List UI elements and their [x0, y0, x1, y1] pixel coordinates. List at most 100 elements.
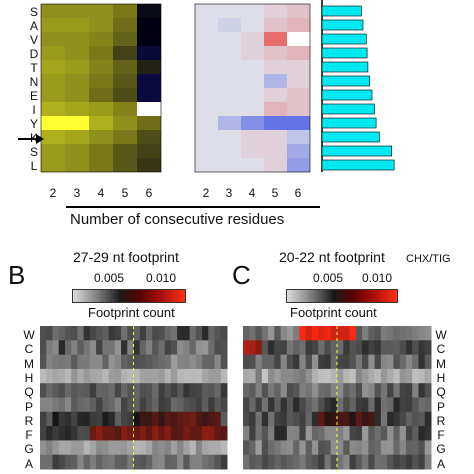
- heatmap-cell: [293, 426, 300, 441]
- heatmap-cell: [195, 326, 203, 341]
- heatmap-cell: [405, 426, 413, 441]
- heatmap-cell: [241, 4, 264, 18]
- heatmap-cell: [286, 354, 294, 370]
- heatmap-cell: [261, 440, 269, 456]
- heatmap-cell: [114, 454, 122, 470]
- heatmap-cell: [77, 326, 85, 341]
- row-label: G: [436, 442, 446, 457]
- heatmap-cell: [368, 454, 376, 470]
- heatmap-cell: [208, 368, 216, 384]
- heatmap-cell: [58, 354, 66, 370]
- heatmap-cell: [164, 454, 172, 470]
- heatmap-cell: [89, 46, 113, 60]
- heatmap-cell: [195, 130, 218, 144]
- heatmap-cell: [89, 60, 113, 74]
- heatmap-cell: [71, 368, 78, 384]
- heatmap-cell: [255, 440, 263, 456]
- heatmap-cell: [280, 326, 288, 341]
- heatmap-cell: [40, 397, 47, 413]
- heatmap-cell: [83, 411, 91, 427]
- heatmap-cell: [286, 340, 294, 356]
- heatmap-cell: [145, 397, 153, 413]
- heatmap-cell: [274, 326, 282, 341]
- heatmap-cell: [264, 46, 287, 60]
- heatmap-cell: [287, 116, 310, 130]
- difference-heatmap: [194, 3, 311, 173]
- heatmap-cell: [405, 440, 413, 456]
- heatmap-cell: [311, 454, 319, 470]
- heatmap-cell: [399, 440, 407, 456]
- heatmap-cell: [137, 144, 161, 158]
- heatmap-cell: [133, 326, 141, 341]
- heatmap-cell: [102, 326, 110, 341]
- heatmap-cell: [299, 440, 307, 456]
- heatmap-cell: [368, 397, 376, 413]
- heatmap-cell: [170, 326, 178, 341]
- heatmap-cell: [299, 326, 307, 341]
- heatmap-cell: [241, 18, 264, 32]
- heatmap-cell: [355, 454, 363, 470]
- heatmap-cell: [412, 326, 419, 341]
- heatmap-cell: [77, 340, 85, 356]
- heatmap-cell: [261, 368, 269, 384]
- heatmap-cell: [113, 74, 137, 88]
- heatmap-cell: [405, 397, 413, 413]
- heatmap-cell: [83, 368, 91, 384]
- heatmap-cell: [133, 397, 141, 413]
- heatmap-cell: [170, 411, 178, 427]
- heatmap-cell: [368, 340, 376, 356]
- heatmap-cell: [133, 411, 141, 427]
- heatmap-cell: [362, 340, 369, 356]
- heatmap-cell: [158, 383, 166, 398]
- heatmap-cell: [145, 340, 153, 356]
- heatmap-cell: [249, 440, 257, 456]
- heatmap-cell: [287, 32, 310, 46]
- heatmap-cell: [96, 426, 103, 441]
- heatmap-cell: [387, 397, 394, 413]
- heatmap-cell: [83, 340, 91, 356]
- heatmap-cell: [299, 354, 307, 370]
- heatmap-cell: [418, 440, 426, 456]
- heatmap-cell: [380, 340, 388, 356]
- heatmap-cell: [177, 397, 184, 413]
- heatmap-cell: [424, 440, 432, 456]
- heatmap-cell: [83, 440, 91, 456]
- heatmap-cell: [362, 354, 369, 370]
- heatmap-cell: [177, 454, 184, 470]
- heatmap-cell: [255, 326, 263, 341]
- heatmap-cell: [374, 383, 382, 398]
- heatmap-cell: [139, 354, 147, 370]
- row-label: Q: [24, 385, 34, 400]
- heatmap-cell: [264, 116, 287, 130]
- heatmap-cell: [311, 411, 319, 427]
- heatmap-cell: [349, 354, 357, 370]
- heatmap-cell: [152, 383, 159, 398]
- heatmap-cell: [412, 454, 419, 470]
- heatmap-cell: [349, 411, 357, 427]
- heatmap-cell: [399, 454, 407, 470]
- heatmap-cell: [287, 130, 310, 144]
- heatmap-cell: [214, 326, 222, 341]
- heatmap-cell: [208, 411, 216, 427]
- heatmap-cell: [158, 440, 166, 456]
- heatmap-cell: [249, 426, 257, 441]
- heatmap-cell: [96, 454, 103, 470]
- heatmap-cell: [220, 411, 228, 427]
- heatmap-cell: [218, 116, 241, 130]
- heatmap-cell: [127, 426, 134, 441]
- heatmap-cell: [113, 18, 137, 32]
- heatmap-cell: [399, 411, 407, 427]
- heatmap-cell: [137, 102, 161, 116]
- heatmap-cell: [41, 158, 65, 172]
- heatmap-cell: [330, 326, 338, 341]
- heatmap-cell: [299, 383, 307, 398]
- heatmap-cell: [418, 383, 426, 398]
- heatmap-cell: [299, 340, 307, 356]
- heatmap-cell: [127, 411, 134, 427]
- heatmap-cell: [255, 454, 263, 470]
- heatmap-cell: [158, 340, 166, 356]
- heatmap-cell: [170, 368, 178, 384]
- heatmap-cell: [89, 326, 97, 341]
- heatmap-cell: [127, 326, 134, 341]
- heatmap-cell: [343, 440, 351, 456]
